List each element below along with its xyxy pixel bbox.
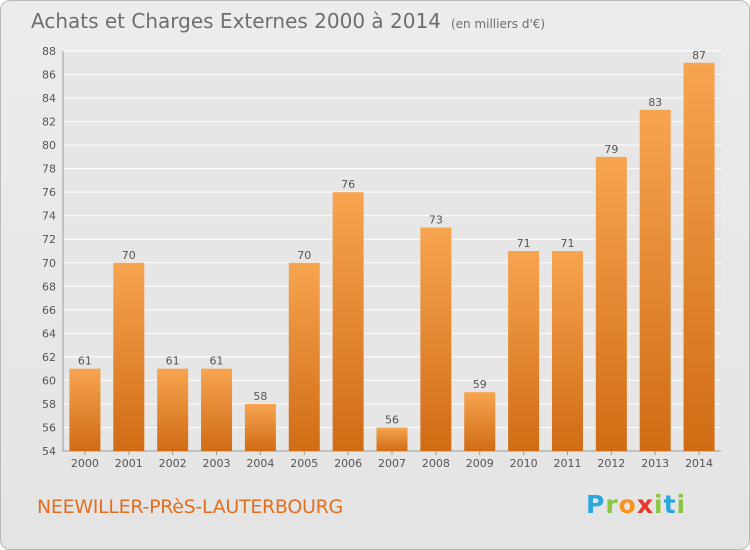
- logo-letter: i: [676, 490, 687, 519]
- bar: [113, 262, 145, 451]
- x-tick-label: 2005: [290, 457, 318, 470]
- x-tick-label: 2000: [71, 457, 99, 470]
- x-tick-label: 2007: [378, 457, 406, 470]
- y-tick-label: 84: [42, 92, 56, 105]
- logo-letter: r: [605, 490, 619, 519]
- x-tick-label: 2012: [597, 457, 625, 470]
- data-label: 58: [253, 390, 267, 403]
- x-tick-label: 2004: [246, 457, 274, 470]
- bar: [201, 368, 233, 451]
- x-tick-label: 2011: [553, 457, 581, 470]
- x-tick-label: 2006: [334, 457, 362, 470]
- bar: [683, 62, 715, 451]
- bar: [376, 427, 408, 451]
- y-tick-label: 70: [42, 257, 56, 270]
- data-label: 83: [648, 96, 662, 109]
- y-tick-label: 60: [42, 374, 56, 387]
- y-tick-label: 54: [42, 445, 56, 458]
- data-label: 61: [166, 355, 180, 368]
- bar: [157, 368, 189, 451]
- y-tick-label: 88: [42, 45, 56, 58]
- bar: [420, 227, 452, 451]
- logo-letter: t: [663, 490, 677, 519]
- proxiti-logo: Proxiti: [586, 490, 686, 519]
- chart-unit: (en milliers d'€): [450, 17, 546, 31]
- x-tick-label: 2002: [159, 457, 187, 470]
- data-label: 70: [297, 249, 311, 262]
- bar: [595, 156, 627, 451]
- chart-title-block: Achats et Charges Externes 2000 à 2014 (e…: [31, 9, 545, 33]
- x-tick-label: 2014: [685, 457, 713, 470]
- y-tick-label: 66: [42, 304, 56, 317]
- logo-letter: o: [618, 490, 637, 519]
- data-label: 71: [517, 237, 531, 250]
- logo-letter: x: [636, 490, 654, 519]
- y-tick-label: 86: [42, 69, 56, 82]
- data-label: 56: [385, 413, 399, 426]
- y-tick-label: 74: [42, 210, 56, 223]
- data-label: 76: [341, 178, 355, 191]
- x-tick-label: 2003: [203, 457, 231, 470]
- bar: [639, 109, 671, 451]
- y-tick-label: 82: [42, 116, 56, 129]
- y-tick-label: 64: [42, 327, 56, 340]
- chart-title: Achats et Charges Externes 2000 à 2014: [31, 9, 441, 33]
- data-label: 73: [429, 213, 443, 226]
- bar: [332, 192, 364, 452]
- logo-letter: i: [654, 490, 664, 519]
- bar: [244, 403, 276, 451]
- y-tick-label: 78: [42, 163, 56, 176]
- y-tick-label: 58: [42, 398, 56, 411]
- logo-letter: P: [586, 490, 606, 519]
- data-label: 70: [122, 249, 136, 262]
- y-tick-label: 72: [42, 233, 56, 246]
- y-tick-label: 80: [42, 139, 56, 152]
- data-label: 59: [473, 378, 487, 391]
- x-tick-label: 2008: [422, 457, 450, 470]
- bar: [288, 262, 320, 451]
- town-name: NEEWILLER-PRèS-LAUTERBOURG: [37, 496, 343, 518]
- data-label: 71: [560, 237, 574, 250]
- bar: [551, 251, 583, 451]
- bar: [69, 368, 101, 451]
- x-tick-label: 2013: [641, 457, 669, 470]
- data-label: 61: [210, 355, 224, 368]
- x-tick-label: 2010: [510, 457, 538, 470]
- data-label: 61: [78, 355, 92, 368]
- bar: [464, 392, 496, 451]
- y-tick-label: 68: [42, 280, 56, 293]
- bar: [508, 251, 540, 451]
- y-tick-label: 62: [42, 351, 56, 364]
- x-tick-label: 2001: [115, 457, 143, 470]
- x-tick-label: 2009: [466, 457, 494, 470]
- y-tick-label: 76: [42, 186, 56, 199]
- y-tick-label: 56: [42, 421, 56, 434]
- data-label: 87: [692, 49, 706, 62]
- data-label: 79: [604, 143, 618, 156]
